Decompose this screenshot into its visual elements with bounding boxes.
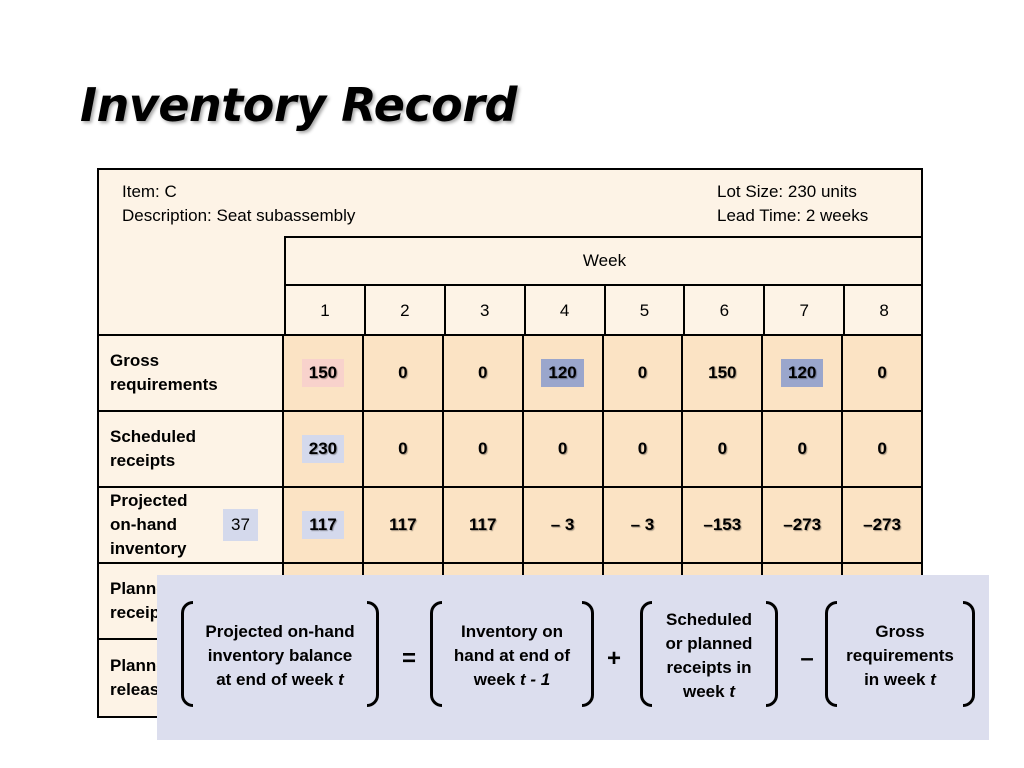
row-label-line: on-hand [110,515,178,534]
week-numbers: 1 2 3 4 5 6 7 8 [286,286,923,336]
week-number: 8 [879,301,889,320]
right-bracket [582,601,594,707]
projected-on-hand-row: Projected on-hand inventory 37 117 117 1… [99,486,921,562]
table-cell: 117 [284,488,364,562]
table-cell: 117 [363,488,444,562]
week-number: 7 [765,286,846,336]
right-bracket [766,601,778,707]
formula-line: week t [666,680,753,704]
formula-line: hand at end of [453,646,571,665]
item-label: Item: C [122,182,177,201]
table-cell: 0 [443,412,524,486]
row-label-line: Gross [110,351,160,370]
gross-requirements-row: Gross requirements 150 0 0 120 0 150 120… [99,334,921,410]
table-cell: 0 [603,336,684,410]
table-cell: 0 [843,336,921,410]
left-bracket [825,601,837,707]
table-cell: 0 [603,412,684,486]
table-cell: 120 [523,336,604,410]
formula-term-projected: Projected on-hand inventory balance at e… [181,601,379,711]
table-cell: 117 [443,488,524,562]
table-cell: 0 [363,336,444,410]
highlighted-value: 120 [541,359,584,387]
week-number: 5 [606,286,686,336]
formula-callout: Projected on-hand inventory balance at e… [157,575,989,740]
highlighted-value: 120 [781,359,824,387]
week-number: 3 [446,286,526,336]
equals-sign: = [401,645,416,672]
table-cell: 0 [843,412,921,486]
initial-inventory-value: 37 [223,509,258,541]
right-bracket [367,601,379,707]
week-number: 6 [685,286,766,336]
formula-term-receipts: Scheduled or planned receipts in week t [640,601,778,711]
scheduled-receipts-row: Scheduled receipts 230 0 0 0 0 0 0 0 [99,410,921,486]
description-label: Description: Seat subassembly [122,206,356,225]
formula-line: receipts in [666,658,752,677]
formula-text: at end of week [216,670,334,689]
table-cell: –273 [763,488,844,562]
highlighted-value: 150 [301,359,345,387]
week-number: 4 [526,286,606,336]
formula-line: Scheduled [666,610,752,629]
formula-variable: t [729,682,735,701]
item-info: Item: C Description: Seat subassembly [122,180,355,228]
lot-size-label: Lot Size: 230 units [717,182,857,201]
table-cell: 0 [763,412,844,486]
table-cell: 0 [363,412,444,486]
formula-variable: t [930,670,936,689]
table-cell: –273 [843,488,921,562]
formula-line: in week t [846,668,954,692]
formula-term-inventory: Inventory on hand at end of week t - 1 [430,601,594,711]
table-cell: 230 [284,412,364,486]
slide-title: Inventory Record [80,78,517,132]
left-bracket [181,601,193,707]
lot-info: Lot Size: 230 units Lead Time: 2 weeks [717,180,868,228]
table-cell: 120 [763,336,844,410]
week-label: Week [286,238,923,286]
table-cell: – 3 [523,488,604,562]
row-label-line: Scheduled [110,427,196,446]
table-cell: 0 [683,412,764,486]
lead-time-label: Lead Time: 2 weeks [717,206,869,225]
formula-line: Projected on-hand [205,622,355,641]
left-bracket [640,601,652,707]
formula-term-gross: Gross requirements in week t [825,601,975,711]
row-label-line: Projected [110,491,188,510]
week-number: 2 [366,286,446,336]
formula-line: or planned [665,634,753,653]
row-label-line: requirements [110,375,218,394]
minus-sign: – [800,645,814,672]
table-cell: – 3 [603,488,684,562]
formula-line: Gross [875,622,925,641]
formula-line: requirements [846,646,954,665]
formula-line: at end of week t [205,668,354,692]
row-label-line: inventory [110,539,187,558]
highlighted-value: 230 [301,435,345,463]
formula-line: Inventory on [460,622,563,641]
formula-variable: t [338,670,344,689]
row-label: Projected on-hand inventory 37 [99,488,284,562]
formula-variable: t - 1 [520,670,551,689]
row-label-line: release [110,680,169,699]
table-cell: 150 [683,336,764,410]
row-label: Gross requirements [99,336,284,410]
plus-sign: + [606,645,621,672]
week-number: 1 [286,286,366,336]
formula-text: week [473,670,516,689]
right-bracket [963,601,975,707]
highlighted-value: 117 [302,511,344,539]
left-bracket [430,601,442,707]
row-label-line: receipts [110,451,176,470]
formula-line: week t - 1 [454,668,570,692]
table-cell: 0 [443,336,524,410]
table-cell: –153 [683,488,764,562]
row-label: Scheduled receipts [99,412,284,486]
formula-line: inventory balance [207,646,353,665]
formula-text: in week [864,670,926,689]
week-header: Week 1 2 3 4 5 6 7 8 [284,236,923,336]
formula-text: week [683,682,725,701]
table-cell: 0 [523,412,604,486]
table-cell: 150 [284,336,364,410]
